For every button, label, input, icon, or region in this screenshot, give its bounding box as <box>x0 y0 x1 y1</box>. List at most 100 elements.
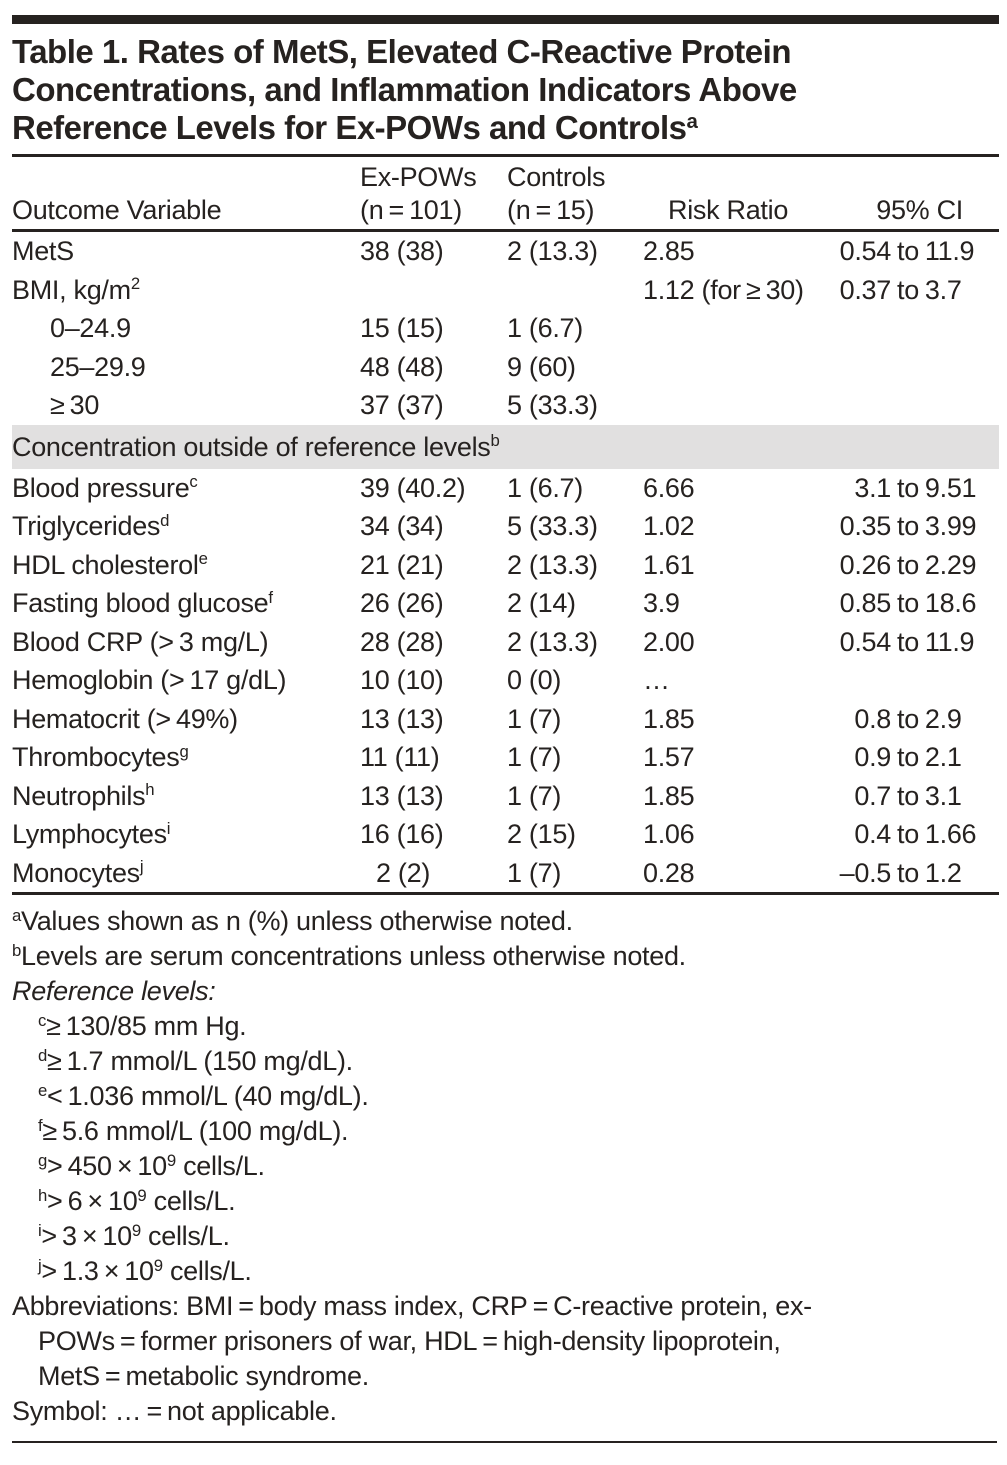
ci-part: to <box>897 857 919 888</box>
ci-part: –0.5 <box>839 857 892 888</box>
expows-value: 28 (28) <box>360 626 444 657</box>
footnote-line: d≥ 1.7 mmol/L (150 mg/dL). <box>38 1045 353 1076</box>
ci-part: 0.9 <box>854 742 891 772</box>
column-header-expows-n: (n = 101) <box>360 195 462 225</box>
risk-ratio-value: 0.28 <box>643 857 695 888</box>
row-label: 0–24.9 <box>50 313 131 343</box>
ci-part: 11.9 <box>924 236 975 266</box>
footnotes-block: aValues shown as n (%) unless otherwise … <box>12 904 999 1429</box>
table-row: ≥ 30 37 (37) 5 (33.3) <box>12 386 999 425</box>
footnote-line: c≥ 130/85 mm Hg. <box>38 1010 247 1041</box>
ci-part: 3.1 <box>924 780 962 811</box>
risk-ratio-value <box>624 348 797 387</box>
footnote-line: h> 6 × 109 cells/L. <box>38 1185 236 1216</box>
ci-value: 0.37 to 3.7 <box>797 271 999 310</box>
ci-value: 0.7 to 3.1 <box>797 777 999 816</box>
row-label: Monocytesj <box>12 857 144 888</box>
footnote-line: Reference levels: <box>12 976 216 1006</box>
table-header-row: Outcome Variable Ex-POWs (n = 101) Contr… <box>12 154 999 232</box>
ci-part: 3.1 <box>854 472 891 503</box>
column-header-outcome-variable: Outcome Variable <box>12 195 222 225</box>
table-row: Fasting blood glucosef 26 (26) 2 (14) 3.9 0.… <box>12 584 999 623</box>
table-title: Table 1. Rates of MetS, Elevated C-React… <box>12 33 797 146</box>
ci-part: to <box>897 819 919 849</box>
row-label: Triglyceridesd <box>12 510 170 541</box>
top-rule-bar <box>12 15 999 24</box>
controls-value: 2 (14) <box>507 588 576 618</box>
ci-part: 2.29 <box>924 549 977 580</box>
expows-value: 37 (37) <box>360 390 444 420</box>
risk-ratio-value: 2.00 <box>643 626 695 657</box>
table-body: MetS 38 (38) 2 (13.3) 2.85 0.54 to 11.9 BMI, kg… <box>12 232 999 895</box>
column-header-controls-n: (n = 15) <box>507 195 595 225</box>
ci-part: 0.54 <box>839 626 892 657</box>
table-row: BMI, kg/m2 1.12 (for ≥ 30) 0.37 to 3.7 <box>12 271 999 310</box>
ci-part: 18.6 <box>924 588 977 618</box>
column-header-risk-ratio: Risk Ratio <box>668 195 789 225</box>
ci-part: 0.7 <box>854 780 891 811</box>
table-row: MetS 38 (38) 2 (13.3) 2.85 0.54 to 11.9 <box>12 232 999 271</box>
risk-ratio-value <box>624 386 797 425</box>
risk-ratio-value: 6.66 <box>643 472 695 503</box>
controls-value: 1 (6.7) <box>507 313 583 343</box>
risk-ratio-value: 1.02 <box>643 511 695 541</box>
controls-value: 1 (7) <box>507 703 562 734</box>
expows-value: 34 (34) <box>360 511 444 541</box>
footnote-line: aValues shown as n (%) unless otherwise … <box>12 905 573 936</box>
row-label: BMI, kg/m2 <box>12 274 140 305</box>
controls-value: 2 (13.3) <box>507 626 598 657</box>
ci-value <box>797 348 999 387</box>
row-label: HDL cholesterole <box>12 549 208 580</box>
expows-value: 13 (13) <box>360 703 444 734</box>
controls-value: 0 (0) <box>507 665 562 695</box>
table-row: Neutrophilsh 13 (13) 1 (7) 1.85 0.7 to 3.1 <box>12 777 999 816</box>
ci-part: 2.1 <box>924 742 962 772</box>
ci-part: to <box>897 274 919 305</box>
footnote-line: Abbreviations: BMI = body mass index, CR… <box>12 1291 812 1321</box>
table-row: Monocytesj 2 (2) 1 (7) 0.28 –0.5 to 1.2 <box>12 854 999 893</box>
expows-value <box>352 271 492 310</box>
footnote-line: g> 450 × 109 cells/L. <box>38 1150 265 1181</box>
row-label: Blood CRP (> 3 mg/L) <box>12 626 269 657</box>
risk-ratio-value: 1.85 <box>643 780 695 811</box>
ci-part: to <box>897 742 919 772</box>
ci-value: –0.5 to 1.2 <box>797 854 999 893</box>
expows-value: 11 (11) <box>360 742 440 772</box>
controls-value: 1 (6.7) <box>507 472 583 503</box>
table-row: HDL cholesterole 21 (21) 2 (13.3) 1.61 0.26 t… <box>12 546 999 585</box>
table-row: Thrombocytesg 11 (11) 1 (7) 1.57 0.9 to 2.1 <box>12 738 999 777</box>
controls-value <box>492 271 624 310</box>
column-header-95ci: 95% CI <box>876 195 963 225</box>
ci-part: to <box>897 703 919 734</box>
controls-value: 1 (7) <box>507 780 562 811</box>
section-header-row: Concentration outside of reference level… <box>12 424 999 469</box>
row-label: ≥ 30 <box>50 390 100 420</box>
ci-value: 3.1 to 9.51 <box>797 469 999 508</box>
expows-value: 26 (26) <box>360 588 444 618</box>
risk-ratio-value: 1.61 <box>643 549 695 580</box>
row-label: Neutrophilsh <box>12 780 155 811</box>
table-row: Blood CRP (> 3 mg/L) 28 (28) 2 (13.3) 2.00 0… <box>12 623 999 662</box>
ci-part: 3.7 <box>924 274 962 305</box>
risk-ratio-value: 1.57 <box>643 742 695 772</box>
ci-part: to <box>897 626 919 657</box>
expows-value: 48 (48) <box>360 351 444 382</box>
ci-value: 0.54 to 11.9 <box>797 232 999 271</box>
expows-value: 39 (40.2) <box>360 472 466 503</box>
table-row: Lymphocytesi 16 (16) 2 (15) 1.06 0.4 to 1.66 <box>12 815 999 854</box>
ci-part: 0.37 <box>839 274 892 305</box>
row-label: 25–29.9 <box>50 351 146 382</box>
ci-part: 0.8 <box>854 703 891 734</box>
ci-part: 3.99 <box>924 511 977 541</box>
ci-value <box>797 661 999 700</box>
bottom-rule <box>12 1441 997 1443</box>
ci-part: to <box>897 472 919 503</box>
expows-value: 13 (13) <box>360 780 444 811</box>
controls-value: 1 (7) <box>507 742 562 772</box>
footnote-line: f≥ 5.6 mmol/L (100 mg/dL). <box>38 1115 349 1146</box>
ci-part: to <box>897 780 919 811</box>
ci-part: 11.9 <box>924 626 975 657</box>
footnote-line: Symbol: … = not applicable. <box>12 1396 337 1426</box>
controls-value: 2 (15) <box>507 819 576 849</box>
row-label: MetS <box>12 236 74 266</box>
